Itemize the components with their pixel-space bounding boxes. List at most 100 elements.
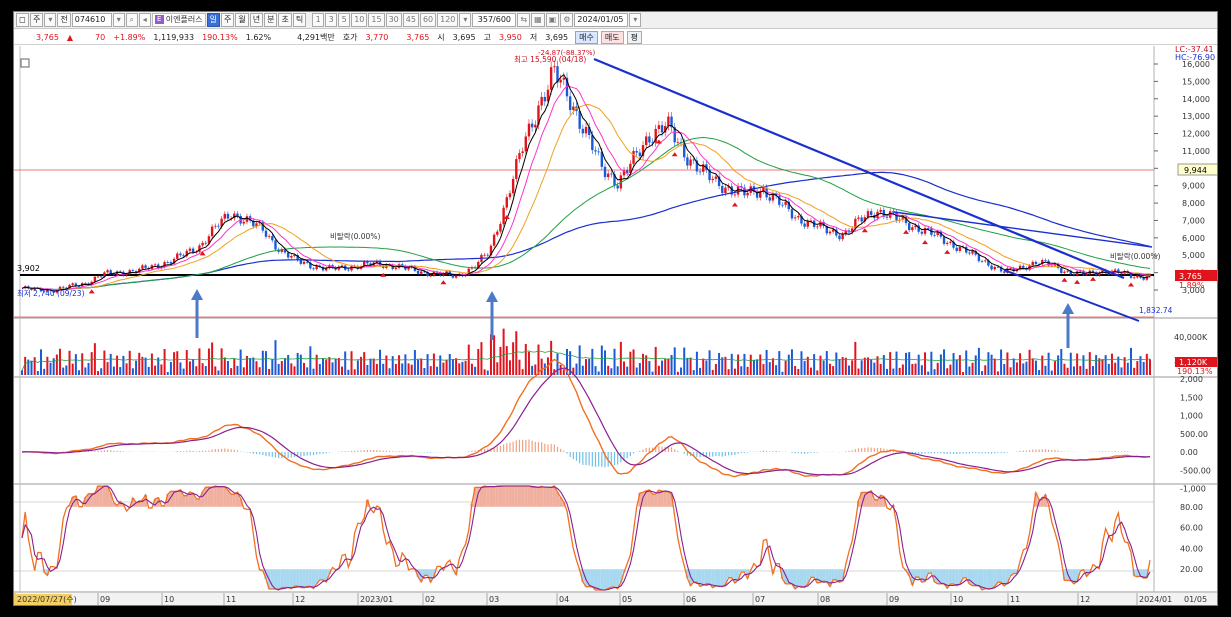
minute-5-button[interactable]: 5 [338, 13, 351, 27]
minute-30-button[interactable]: 30 [385, 13, 402, 27]
period-minute-button[interactable]: 분 [264, 13, 278, 27]
volume-bar [870, 359, 873, 375]
gear-icon[interactable]: ⚙ [560, 13, 574, 27]
signal-marker-icon [1074, 279, 1081, 284]
volume-bars [21, 328, 1151, 375]
volume-bar [1069, 352, 1072, 375]
settings-icon[interactable]: ⇆ [517, 13, 531, 27]
period-week-button[interactable]: 주 [220, 13, 235, 27]
candle-body [724, 187, 727, 194]
minute-60-button[interactable]: 60 [419, 13, 437, 27]
count-field[interactable]: 357/600 [472, 13, 517, 27]
stock-code-input[interactable]: 074610 [71, 13, 112, 27]
volume-bar [1136, 361, 1139, 375]
volume-bar [255, 361, 258, 375]
candle-body [866, 211, 870, 218]
candle-body [115, 271, 119, 275]
candle-body [1117, 269, 1120, 274]
candle-body [996, 266, 1000, 268]
candle-body [695, 160, 699, 172]
grid-icon[interactable]: ▣ [545, 13, 560, 27]
speaker-icon[interactable]: ◂ [138, 13, 151, 27]
minute-45-button[interactable]: 45 [402, 13, 419, 27]
volume-bar [851, 360, 854, 375]
period-tick-button[interactable]: 틱 [292, 13, 307, 27]
candle-body [144, 265, 147, 268]
candle-body [572, 106, 575, 110]
volume-bar [1107, 363, 1110, 375]
minute-10-button[interactable]: 10 [351, 13, 368, 27]
bid-price: 3,770 [365, 32, 389, 42]
candle-body [1022, 265, 1025, 268]
market-type-button[interactable]: 주 [30, 13, 44, 27]
candle-body [141, 265, 144, 269]
candle-body [210, 226, 214, 237]
period-second-button[interactable]: 초 [278, 13, 292, 27]
candle-body [46, 289, 49, 292]
period-year-button[interactable]: 년 [249, 13, 264, 27]
volume-bar [686, 357, 689, 375]
channel-lower-line[interactable] [1003, 269, 1140, 322]
channel-upper-line[interactable] [893, 211, 1153, 248]
macd-tick-label: 0.00 [1180, 448, 1198, 457]
all-button[interactable]: 전 [57, 13, 71, 27]
candle-body [296, 254, 299, 261]
period-day-button[interactable]: 일 [206, 13, 220, 27]
volume-bar [638, 362, 641, 375]
pane-menu-icon[interactable] [20, 58, 30, 68]
volume-bar [90, 352, 93, 375]
volume-bar [1091, 366, 1094, 375]
minute-120-button[interactable]: 120 [437, 13, 459, 27]
minute-3-button[interactable]: 3 [325, 13, 338, 27]
volume-bar [264, 351, 267, 375]
volume-bar [1085, 368, 1088, 375]
volume-bar [990, 354, 993, 375]
volume-bar [436, 366, 439, 375]
candle-body [55, 290, 59, 293]
minute-dropdown-icon[interactable]: ▾ [459, 13, 472, 27]
period-month-button[interactable]: 월 [235, 13, 249, 27]
volume-bar [756, 359, 759, 375]
date-field[interactable]: 2024/01/05 [574, 13, 629, 27]
vi-label-2: 비탈락(0.00%) [1110, 252, 1160, 261]
candle-body [252, 220, 255, 227]
code-dropdown-icon[interactable]: ▾ [112, 13, 125, 27]
window-menu-button[interactable]: ◻ [16, 13, 29, 27]
lc-label: LC:-37.41 [1175, 46, 1214, 54]
minute-15-button[interactable]: 15 [368, 13, 385, 27]
downtrend-line[interactable] [593, 57, 1125, 280]
balance-button[interactable]: 평 [626, 30, 642, 44]
volume-bar [84, 367, 87, 375]
stock-name-field[interactable]: E 이엔플러스 [151, 13, 206, 27]
buy-button[interactable]: 매수 [575, 30, 598, 44]
candle-body [363, 261, 366, 267]
candle-body [290, 256, 293, 258]
stock-chart[interactable]: 3,902 최저 2,740 (09/23) 최고 15,590 (04/18)… [14, 46, 1218, 606]
candle-body [917, 225, 920, 232]
volume-bar [1063, 363, 1066, 375]
volume-bar [854, 341, 857, 375]
candle-body [274, 240, 277, 250]
volume-bar [388, 368, 391, 375]
high-label: 고 [483, 32, 491, 42]
candle-body [759, 191, 762, 198]
candle-body [1142, 277, 1145, 280]
candle-body [420, 271, 423, 274]
candle-body [131, 270, 135, 272]
calendar-icon[interactable]: ▾ [629, 13, 642, 27]
minute-1-button[interactable]: 1 [312, 13, 325, 27]
candle-body [568, 96, 572, 110]
volume-bar [40, 349, 43, 375]
lock-icon[interactable]: ▦ [531, 13, 545, 27]
candle-body [1060, 268, 1063, 273]
signal-marker-icon [671, 152, 678, 157]
candle-body [686, 157, 689, 166]
volume-bar [803, 360, 806, 375]
sell-button[interactable]: 매도 [600, 30, 624, 44]
search-icon[interactable]: ⌕ [125, 13, 138, 27]
volume-bar [303, 362, 305, 375]
volume-bar [984, 365, 987, 375]
signal-marker-icon [1127, 282, 1134, 287]
volume-bar [860, 360, 863, 375]
market-dropdown-icon[interactable]: ▾ [44, 13, 57, 27]
